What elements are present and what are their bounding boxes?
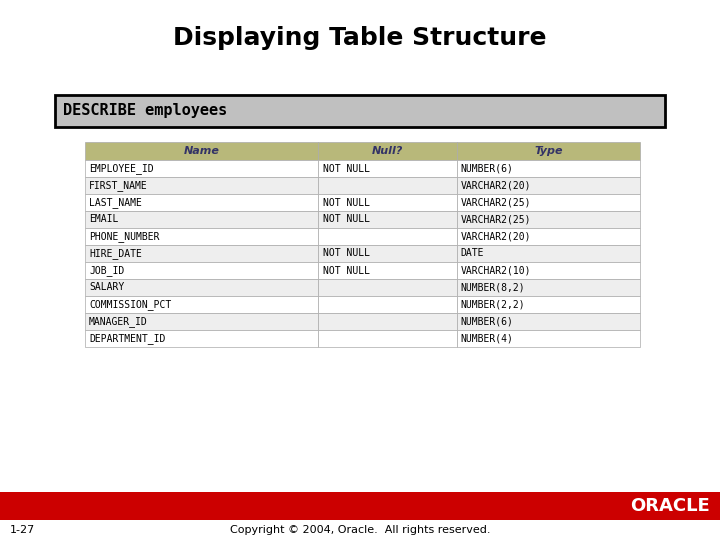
Bar	[318, 279, 457, 296]
Text: NOT NULL: NOT NULL	[323, 198, 370, 207]
Bar	[457, 296, 640, 313]
Bar	[85, 279, 318, 296]
Bar	[318, 142, 457, 160]
Bar	[457, 142, 640, 160]
Text: VARCHAR2(20): VARCHAR2(20)	[461, 180, 531, 191]
Text: VARCHAR2(10): VARCHAR2(10)	[461, 266, 531, 275]
Text: DEPARTMENT_ID: DEPARTMENT_ID	[89, 333, 166, 344]
Bar	[318, 194, 457, 211]
Bar	[318, 211, 457, 228]
Text: VARCHAR2(20): VARCHAR2(20)	[461, 232, 531, 241]
Text: Null?: Null?	[372, 146, 403, 156]
Bar	[85, 228, 318, 245]
Bar	[457, 228, 640, 245]
Text: FIRST_NAME: FIRST_NAME	[89, 180, 148, 191]
Bar	[85, 330, 318, 347]
Bar	[0, 492, 720, 520]
Text: JOB_ID: JOB_ID	[89, 265, 125, 276]
Text: VARCHAR2(25): VARCHAR2(25)	[461, 198, 531, 207]
Text: NOT NULL: NOT NULL	[323, 214, 370, 225]
Bar	[318, 177, 457, 194]
Text: NOT NULL: NOT NULL	[323, 248, 370, 259]
Text: EMAIL: EMAIL	[89, 214, 118, 225]
Bar	[85, 296, 318, 313]
Text: HIRE_DATE: HIRE_DATE	[89, 248, 142, 259]
Bar	[318, 313, 457, 330]
Bar	[85, 313, 318, 330]
Bar	[85, 211, 318, 228]
Bar	[318, 160, 457, 177]
Text: NUMBER(2,2): NUMBER(2,2)	[461, 300, 526, 309]
Bar	[85, 142, 318, 160]
Bar	[85, 177, 318, 194]
Text: DESCRIBE employees: DESCRIBE employees	[63, 104, 228, 118]
Bar	[318, 228, 457, 245]
Text: MANAGER_ID: MANAGER_ID	[89, 316, 148, 327]
Bar	[55, 95, 665, 127]
Text: NUMBER(6): NUMBER(6)	[461, 164, 514, 173]
Text: Displaying Table Structure: Displaying Table Structure	[174, 26, 546, 50]
Text: DATE: DATE	[461, 248, 485, 259]
Text: 1-27: 1-27	[10, 525, 35, 535]
Text: NUMBER(4): NUMBER(4)	[461, 334, 514, 343]
Text: COMMISSION_PCT: COMMISSION_PCT	[89, 299, 171, 310]
Bar	[318, 296, 457, 313]
Text: SALARY: SALARY	[89, 282, 125, 293]
Bar	[85, 245, 318, 262]
Bar	[457, 194, 640, 211]
Bar	[457, 330, 640, 347]
Bar	[318, 245, 457, 262]
Bar	[85, 262, 318, 279]
Bar	[85, 194, 318, 211]
Text: Copyright © 2004, Oracle.  All rights reserved.: Copyright © 2004, Oracle. All rights res…	[230, 525, 490, 535]
Bar	[318, 330, 457, 347]
Text: VARCHAR2(25): VARCHAR2(25)	[461, 214, 531, 225]
Text: NOT NULL: NOT NULL	[323, 266, 370, 275]
Text: NUMBER(6): NUMBER(6)	[461, 316, 514, 327]
Bar	[85, 160, 318, 177]
Text: LAST_NAME: LAST_NAME	[89, 197, 142, 208]
Bar	[457, 313, 640, 330]
Text: NOT NULL: NOT NULL	[323, 164, 370, 173]
Bar	[457, 245, 640, 262]
Bar	[457, 279, 640, 296]
Bar	[457, 262, 640, 279]
Text: NUMBER(8,2): NUMBER(8,2)	[461, 282, 526, 293]
Text: PHONE_NUMBER: PHONE_NUMBER	[89, 231, 160, 242]
Bar	[457, 160, 640, 177]
Bar	[457, 211, 640, 228]
Text: ORACLE: ORACLE	[630, 497, 710, 515]
Bar	[318, 262, 457, 279]
Text: Name: Name	[184, 146, 220, 156]
Text: Type: Type	[534, 146, 562, 156]
Text: EMPLOYEE_ID: EMPLOYEE_ID	[89, 163, 153, 174]
Bar	[457, 177, 640, 194]
